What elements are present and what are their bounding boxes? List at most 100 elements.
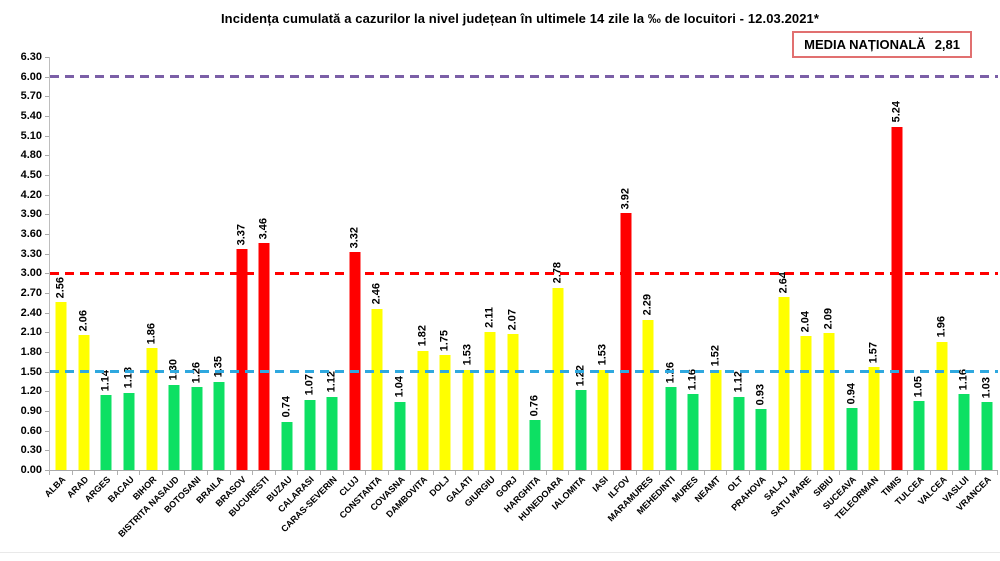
bar-column-sibiu: 2.09 SIBIU bbox=[811, 57, 841, 499]
x-tick-mark bbox=[682, 471, 705, 475]
bar-column-valcea: 1.96 VALCEA bbox=[915, 57, 954, 507]
bar-column-alba: 2.56 ALBA bbox=[43, 57, 73, 499]
x-tick-mark bbox=[524, 471, 547, 475]
bar-value-label: 3.32 bbox=[348, 226, 361, 249]
x-tick-mark bbox=[502, 471, 525, 475]
bar-column-arges: 1.14 ARGES bbox=[83, 57, 118, 504]
y-tick-mark bbox=[45, 175, 49, 176]
x-tick-mark bbox=[931, 471, 954, 475]
bar bbox=[304, 399, 316, 470]
x-tick-mark bbox=[253, 471, 276, 475]
bar bbox=[846, 408, 858, 470]
x-tick-mark bbox=[840, 471, 863, 475]
bar-column-bistrita-nasaud: 1.30BISTRITA NASAUD bbox=[116, 57, 186, 539]
x-tick-mark bbox=[231, 471, 254, 475]
bar-column-braila: 1.35 BRAILA bbox=[195, 57, 231, 505]
bar bbox=[507, 334, 519, 470]
national-average-value: 2,81 bbox=[934, 37, 960, 52]
x-tick-mark bbox=[863, 471, 886, 475]
bar bbox=[417, 350, 429, 470]
bar bbox=[778, 296, 790, 470]
y-tick-mark bbox=[45, 234, 49, 235]
bar-value-label: 1.04 bbox=[393, 376, 406, 398]
bar-value-label: 1.82 bbox=[416, 325, 429, 347]
bar-value-label: 1.52 bbox=[709, 344, 722, 367]
bar bbox=[168, 384, 180, 470]
bar-column-suceava: 0.94 SUCEAVA bbox=[821, 57, 863, 512]
bar bbox=[439, 355, 451, 470]
y-axis: 0.00 0.30 0.60 0.90 1.20 1.50 1.80 2.10 2.40 2.70… bbox=[0, 51, 42, 476]
y-tick-label: 1.80 bbox=[20, 346, 42, 358]
bars-container: 2.56 ALBA 2.06 ARAD 1.14 ARGES 1.18 BACAU 1.86 BI… bbox=[43, 57, 999, 539]
y-tick-mark bbox=[45, 253, 49, 255]
x-tick-mark bbox=[344, 471, 367, 475]
y-tick-label: 4.20 bbox=[20, 188, 42, 201]
x-tick-mark bbox=[185, 471, 209, 475]
y-tick-mark bbox=[45, 155, 49, 157]
bar bbox=[100, 395, 112, 470]
x-tick-mark bbox=[118, 471, 141, 475]
bar-column-vaslui: 1.16 VASLUI bbox=[941, 57, 976, 505]
bar-column-gorj: 2.07 GORJ bbox=[494, 57, 525, 500]
bar bbox=[958, 393, 970, 470]
y-tick-label: 0.60 bbox=[20, 424, 42, 437]
y-tick-label: 2.70 bbox=[20, 287, 42, 299]
y-tick-label: 2.10 bbox=[20, 326, 42, 339]
bar bbox=[710, 370, 722, 470]
bar-value-label: 1.53 bbox=[596, 344, 609, 366]
bar bbox=[665, 387, 677, 470]
bar-value-label: 1.03 bbox=[980, 377, 993, 399]
bar-column-bacau: 1.18 BACAU bbox=[105, 57, 141, 504]
y-tick-mark bbox=[45, 194, 49, 196]
bar-value-label: 1.75 bbox=[438, 329, 451, 352]
bar-value-label: 5.24 bbox=[890, 101, 903, 123]
bar-value-label: 1.07 bbox=[303, 374, 316, 396]
bar-column-dambovita: 1.82 DAMBOVITA bbox=[384, 57, 434, 519]
y-tick-mark bbox=[45, 391, 49, 393]
bar bbox=[823, 333, 835, 470]
bar bbox=[326, 396, 338, 470]
bar-value-label: 1.12 bbox=[732, 371, 745, 393]
bar-column-bucuresti: 3.46 BUCURESTI bbox=[227, 57, 276, 519]
bar bbox=[800, 336, 812, 470]
bar-value-label: 2.07 bbox=[506, 308, 519, 331]
page-bottom-border bbox=[0, 552, 1000, 553]
x-tick-mark bbox=[953, 471, 976, 475]
bar-column-vrancea: 1.03 VRANCEA bbox=[955, 57, 999, 513]
bar-column-botosani: 1.26BOTOSANI bbox=[163, 57, 208, 515]
x-tick-mark bbox=[73, 471, 96, 475]
bar bbox=[642, 319, 654, 470]
x-tick-mark bbox=[411, 471, 434, 475]
bar bbox=[981, 402, 993, 470]
bar-column-teleorman: 1.57 TELEORMAN bbox=[833, 57, 886, 522]
x-tick-mark bbox=[976, 471, 999, 475]
bar-value-label: 2.09 bbox=[822, 307, 835, 329]
bar-column-olt: 1.12 OLT bbox=[726, 57, 750, 493]
x-tick-mark bbox=[637, 471, 660, 475]
national-average-label: MEDIA NAȚIONALĂ bbox=[804, 37, 926, 52]
y-tick-label: 1.20 bbox=[20, 385, 42, 398]
bar-column-salaj: 2.64 SALAJ bbox=[762, 57, 796, 503]
x-tick-mark bbox=[479, 471, 502, 475]
bar bbox=[55, 302, 67, 470]
bar-column-timis: 5.24 TIMIS bbox=[879, 57, 908, 498]
y-tick-mark bbox=[45, 57, 49, 58]
y-tick-mark bbox=[45, 352, 49, 353]
y-tick-label: 3.90 bbox=[20, 208, 42, 221]
bar-value-label: 2.46 bbox=[370, 283, 383, 305]
y-tick-label: 0.00 bbox=[20, 464, 42, 476]
y-tick-mark bbox=[45, 411, 49, 412]
x-tick-mark bbox=[614, 471, 638, 475]
bar bbox=[733, 396, 745, 470]
x-tick-mark bbox=[908, 471, 931, 475]
y-tick-mark bbox=[45, 332, 49, 334]
bar-column-mures: 1.16 MURES bbox=[670, 57, 705, 505]
y-tick-label: 2.40 bbox=[20, 306, 42, 319]
x-tick-mark bbox=[660, 471, 683, 475]
bar bbox=[394, 401, 406, 470]
bar-value-label: 3.46 bbox=[257, 217, 270, 240]
y-tick-label: 4.50 bbox=[20, 169, 42, 181]
x-axis-label: ALBA bbox=[42, 474, 68, 500]
y-tick-mark bbox=[45, 96, 49, 98]
bar-value-label: 1.12 bbox=[325, 371, 338, 393]
